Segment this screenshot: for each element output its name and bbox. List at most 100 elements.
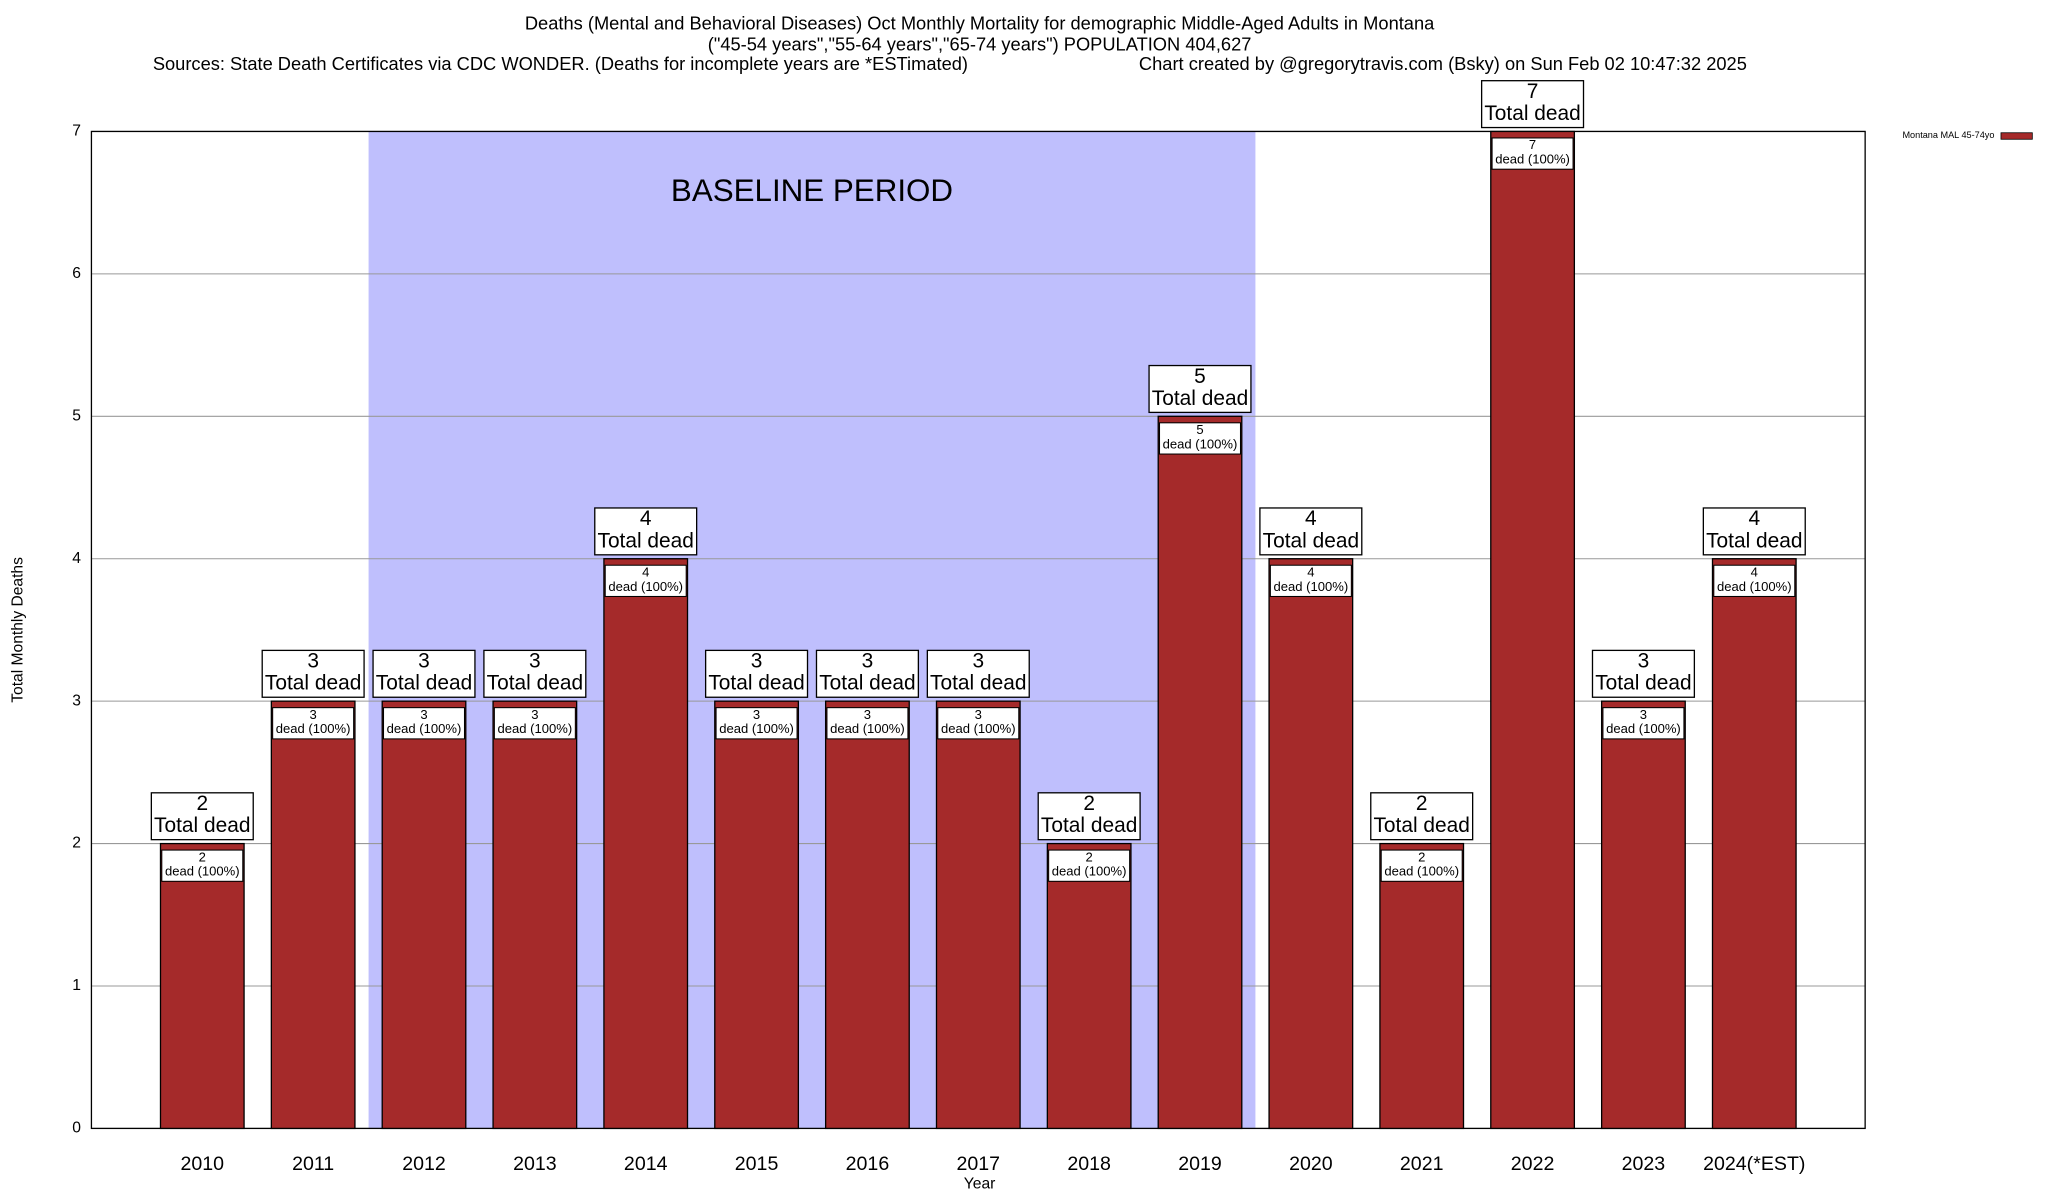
total-value-label: 3 (862, 650, 874, 673)
total-value-label: 7 (1527, 80, 1539, 103)
segment-label-box (272, 707, 355, 740)
total-label: Total dead (597, 529, 693, 552)
bar (714, 700, 800, 1130)
segment-value-label: 3 (310, 707, 317, 722)
segment-label: dead (100%) (941, 721, 1016, 736)
total-label: Total dead (1706, 529, 1802, 552)
total-label-box (926, 649, 1030, 698)
y-tick-label: 1 (72, 977, 81, 994)
x-tick-label: 2019 (1178, 1153, 1222, 1175)
total-label-box (1148, 364, 1252, 414)
segment-label-box (1602, 707, 1685, 740)
total-label: Total dead (1041, 814, 1137, 837)
segment-value-label: 7 (1529, 137, 1536, 152)
segment-value-label: 3 (975, 707, 982, 722)
segment-label-box (715, 707, 798, 740)
total-value-label: 3 (972, 650, 984, 673)
total-label-box (483, 649, 587, 698)
total-label: Total dead (1595, 672, 1691, 695)
total-value-label: 3 (529, 650, 541, 673)
legend-swatch (2000, 132, 2033, 140)
segment-label: dead (100%) (830, 721, 905, 736)
bar (1046, 842, 1132, 1130)
segment-label-box (1380, 849, 1463, 882)
bar (603, 558, 689, 1130)
total-label: Total dead (708, 672, 804, 695)
total-label: Total dead (376, 672, 472, 695)
segment-label: dead (100%) (387, 721, 462, 736)
x-tick-label: 2020 (1289, 1153, 1333, 1175)
segment-label-box (1491, 137, 1574, 170)
total-label: Total dead (1152, 387, 1248, 410)
x-tick-label: 2014 (624, 1153, 668, 1175)
bar (1157, 415, 1243, 1130)
total-label-box (1370, 792, 1474, 841)
y-tick-label: 0 (72, 1120, 81, 1137)
segment-label: dead (100%) (1717, 579, 1792, 594)
segment-value-label: 5 (1196, 422, 1203, 437)
segment-label-box (1048, 849, 1131, 882)
bar (824, 700, 910, 1130)
credit-note: Chart created by @gregorytravis.com (Bsk… (1139, 53, 1747, 74)
x-tick-label: 2012 (402, 1153, 446, 1175)
segment-label: dead (100%) (1163, 436, 1238, 451)
x-tick-label: 2018 (1067, 1153, 1111, 1175)
bar (935, 700, 1021, 1130)
total-value-label: 5 (1194, 365, 1206, 388)
total-label-box (1259, 507, 1363, 556)
legend-label: Montana MAL 45-74yo (1902, 130, 1994, 140)
segment-value-label: 3 (420, 707, 427, 722)
x-tick-label: 2015 (735, 1153, 779, 1175)
bar (1711, 558, 1797, 1130)
segment-label-box (937, 707, 1020, 740)
total-value-label: 3 (307, 650, 319, 673)
x-tick-label: 2010 (181, 1153, 225, 1175)
total-label: Total dead (1263, 529, 1359, 552)
segment-label: dead (100%) (1274, 579, 1349, 594)
segment-value-label: 4 (642, 564, 649, 579)
total-value-label: 3 (418, 650, 430, 673)
segment-label-box (161, 849, 244, 882)
total-label-box (1480, 80, 1585, 129)
bar (1379, 842, 1465, 1130)
bar (270, 700, 356, 1130)
bar (1268, 558, 1354, 1130)
total-value-label: 4 (1748, 507, 1760, 530)
segment-value-label: 3 (531, 707, 538, 722)
total-label: Total dead (1484, 102, 1580, 125)
segment-value-label: 2 (1086, 849, 1093, 864)
segment-value-label: 3 (753, 707, 760, 722)
segment-label: dead (100%) (1052, 864, 1127, 879)
y-tick-label: 6 (72, 265, 81, 282)
chart-title: Deaths (Mental and Behavioral Diseases) … (525, 13, 1435, 34)
bar (1490, 130, 1576, 1130)
segment-label: dead (100%) (1606, 721, 1681, 736)
total-label-box (1702, 507, 1806, 556)
segment-label-box (1269, 564, 1352, 597)
x-tick-label: 2017 (957, 1153, 1001, 1175)
segment-label: dead (100%) (1495, 152, 1570, 167)
segment-value-label: 2 (199, 849, 206, 864)
x-axis-label: Year (964, 1176, 996, 1193)
total-value-label: 3 (1638, 650, 1650, 673)
bar (159, 842, 245, 1130)
total-value-label: 2 (1083, 792, 1095, 815)
x-tick-label: 2016 (846, 1153, 890, 1175)
segment-label-box (826, 707, 909, 740)
y-tick-label: 3 (72, 692, 81, 709)
segment-label-box (1158, 422, 1242, 455)
total-label: Total dead (930, 672, 1026, 695)
total-label: Total dead (487, 672, 583, 695)
x-tick-label: 2021 (1400, 1153, 1444, 1175)
